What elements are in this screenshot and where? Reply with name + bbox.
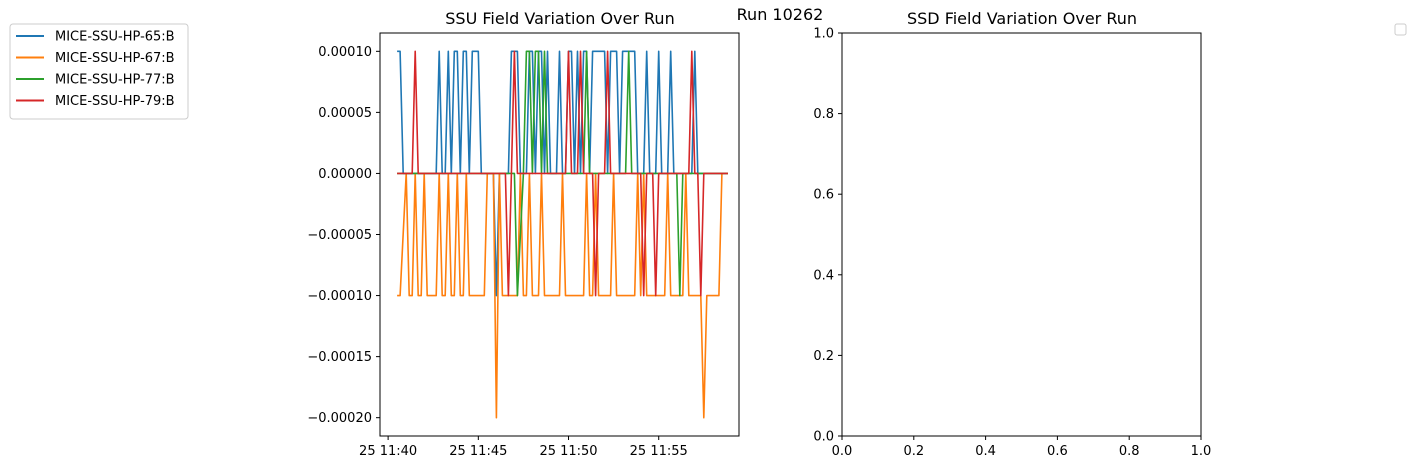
ssd-legend-box [1394,23,1407,36]
ssd-x-tick-label: 0.2 [903,444,924,459]
ssd-y-ticks: 0.0 0.2 0.4 0.6 0.8 1.0 [813,27,842,445]
ssd-plot-frame [841,32,1202,437]
ssu-legend-label: MICE-SSU-HP-67:B [55,51,175,66]
ssu-y-tick-label: 0.00005 [318,106,372,121]
ssd-chart: SSD Field Variation Over Run 0.00.20.40.… [813,9,1211,459]
ssu-y-tick-label: −0.00010 [307,289,372,304]
ssd-legend [1394,23,1407,36]
ssu-y-tick-label: −0.00015 [307,350,372,365]
ssu-x-ticks: 25 11:40 25 11:45 25 11:50 25 11:55 [359,436,688,459]
ssd-y-tick-label: 0.8 [813,107,834,122]
ssu-legend-label: MICE-SSU-HP-79:B [55,94,175,109]
ssu-y-ticks: 0.00010 0.00005 0.00000 −0.00005 −0.00010 −0.… [307,45,380,426]
ssu-x-tick-label: 25 11:50 [539,444,597,459]
ssd-x-tick-label: 1.0 [1191,444,1212,459]
ssu-y-tick-label: −0.00020 [307,411,372,426]
ssd-y-tick-label: 1.0 [813,27,834,42]
ssd-y-tick-label: 0.4 [813,268,834,283]
ssu-series-line-3 [397,50,728,297]
ssu-legend-label: MICE-SSU-HP-77:B [55,73,175,88]
ssd-x-tick-label: 0.4 [975,444,996,459]
figure-suptitle: Run 10262 [737,5,824,24]
ssu-series-line-4 [397,50,728,297]
ssu-legend-label: MICE-SSU-HP-65:B [55,30,175,45]
ssu-chart-title: SSU Field Variation Over Run [445,9,674,28]
ssd-y-tick-label: 0.6 [813,188,834,203]
ssu-x-tick-label: 25 11:55 [630,444,688,459]
ssu-legend-box [9,23,189,120]
ssu-x-tick-label: 25 11:40 [359,444,417,459]
ssd-x-tick-label: 0.0 [832,444,853,459]
ssu-y-tick-label: 0.00010 [318,45,372,60]
ssd-chart-title: SSD Field Variation Over Run [907,9,1137,28]
ssu-plot-frame [379,32,740,437]
ssd-y-tick-label: 0.0 [813,430,834,445]
ssu-series-lines [397,50,728,419]
ssd-y-tick-label: 0.2 [813,349,834,364]
ssu-x-tick-label: 25 11:45 [449,444,507,459]
ssu-y-tick-label: 0.00000 [318,167,372,182]
ssd-x-tick-label: 0.6 [1047,444,1068,459]
ssu-legend: MICE-SSU-HP-65:B MICE-SSU-HP-67:B MICE-SSU… [9,23,189,120]
ssu-chart: SSU Field Variation Over Run 0.000100.00… [307,9,740,459]
ssu-y-tick-label: −0.00005 [307,228,372,243]
ssd-x-ticks: 0.0 0.2 0.4 0.6 0.8 1.0 [832,436,1212,459]
ssd-x-tick-label: 0.8 [1119,444,1140,459]
